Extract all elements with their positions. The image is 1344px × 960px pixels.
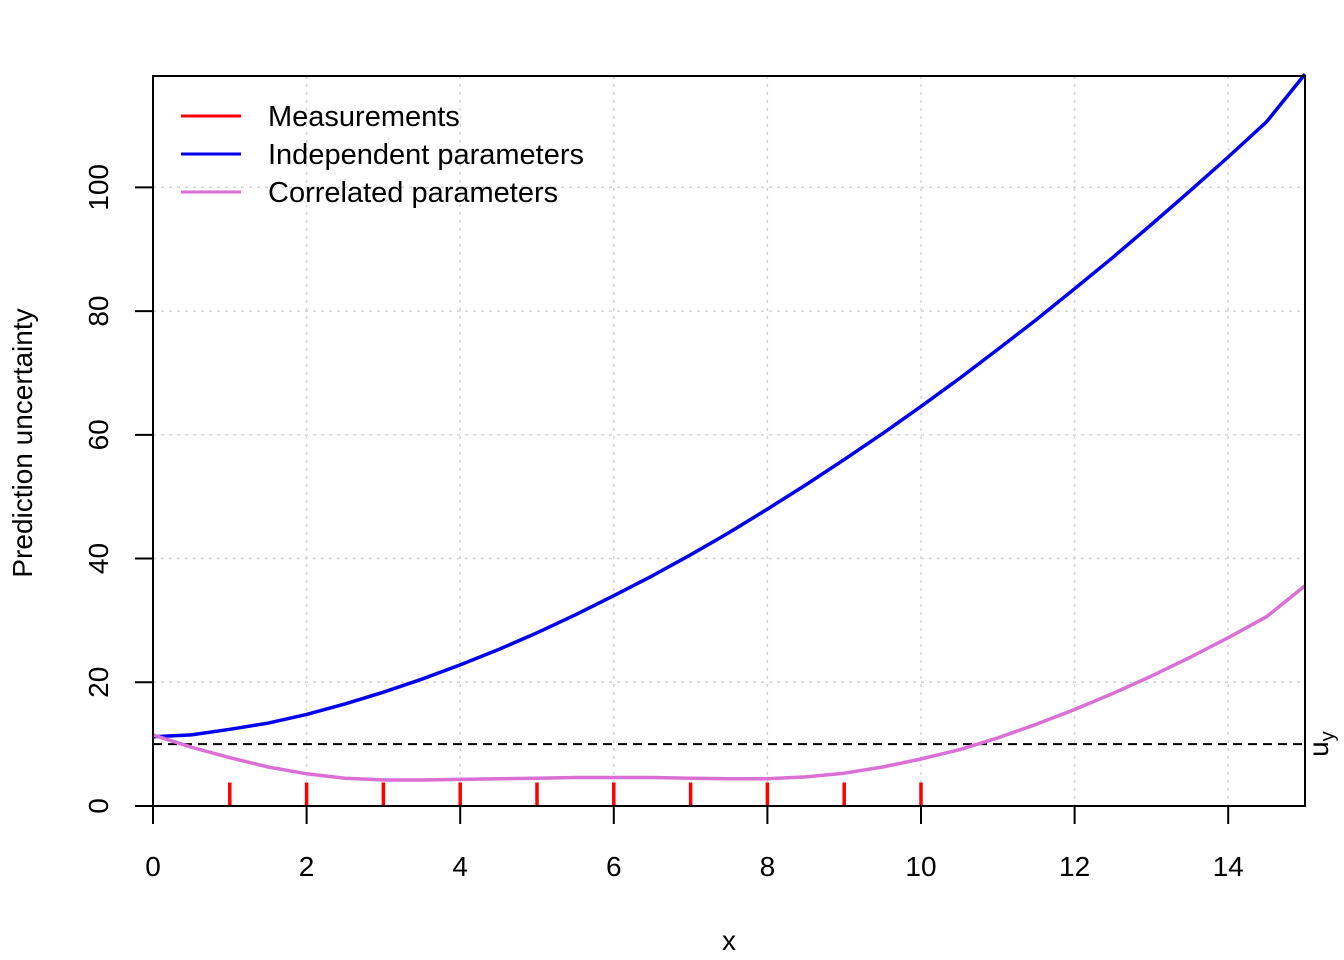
- y-tick-label: 80: [83, 296, 114, 327]
- y-tick-label: 100: [83, 164, 114, 211]
- y-tick-label: 20: [83, 667, 114, 698]
- x-tick-label: 10: [905, 851, 936, 882]
- reference-line-label: uy: [1303, 731, 1339, 757]
- reference-line-label-sub: y: [1317, 731, 1339, 741]
- y-tick-label: 0: [83, 798, 114, 814]
- legend-label-measurements: Measurements: [268, 101, 460, 133]
- series-line-correlated: [152, 584, 1307, 782]
- y-axis: 0 20 40 60 80 100: [83, 164, 154, 814]
- measurement-ticks: [228, 782, 923, 806]
- x-tick-label: 6: [606, 851, 622, 882]
- reference-line-label-main: u: [1303, 741, 1334, 757]
- x-tick-label: 14: [1213, 851, 1244, 882]
- x-axis-title: x: [722, 925, 736, 956]
- series-line-independent: [152, 73, 1307, 739]
- x-tick-label: 8: [760, 851, 776, 882]
- x-tick-label: 4: [452, 851, 468, 882]
- series-lines: [152, 73, 1307, 782]
- x-tick-label: 0: [145, 851, 161, 882]
- legend-label-correlated: Correlated parameters: [268, 177, 558, 209]
- legend-label-independent: Independent parameters: [268, 139, 584, 171]
- legend: Measurements Independent parameters Corr…: [181, 101, 584, 209]
- x-tick-label: 2: [299, 851, 315, 882]
- y-tick-label: 60: [83, 419, 114, 450]
- y-axis-title: Prediction uncertainty: [7, 308, 38, 577]
- y-tick-label: 40: [83, 543, 114, 574]
- x-tick-label: 12: [1059, 851, 1090, 882]
- x-axis: 0 2 4 6 8 10 12 14: [145, 805, 1244, 882]
